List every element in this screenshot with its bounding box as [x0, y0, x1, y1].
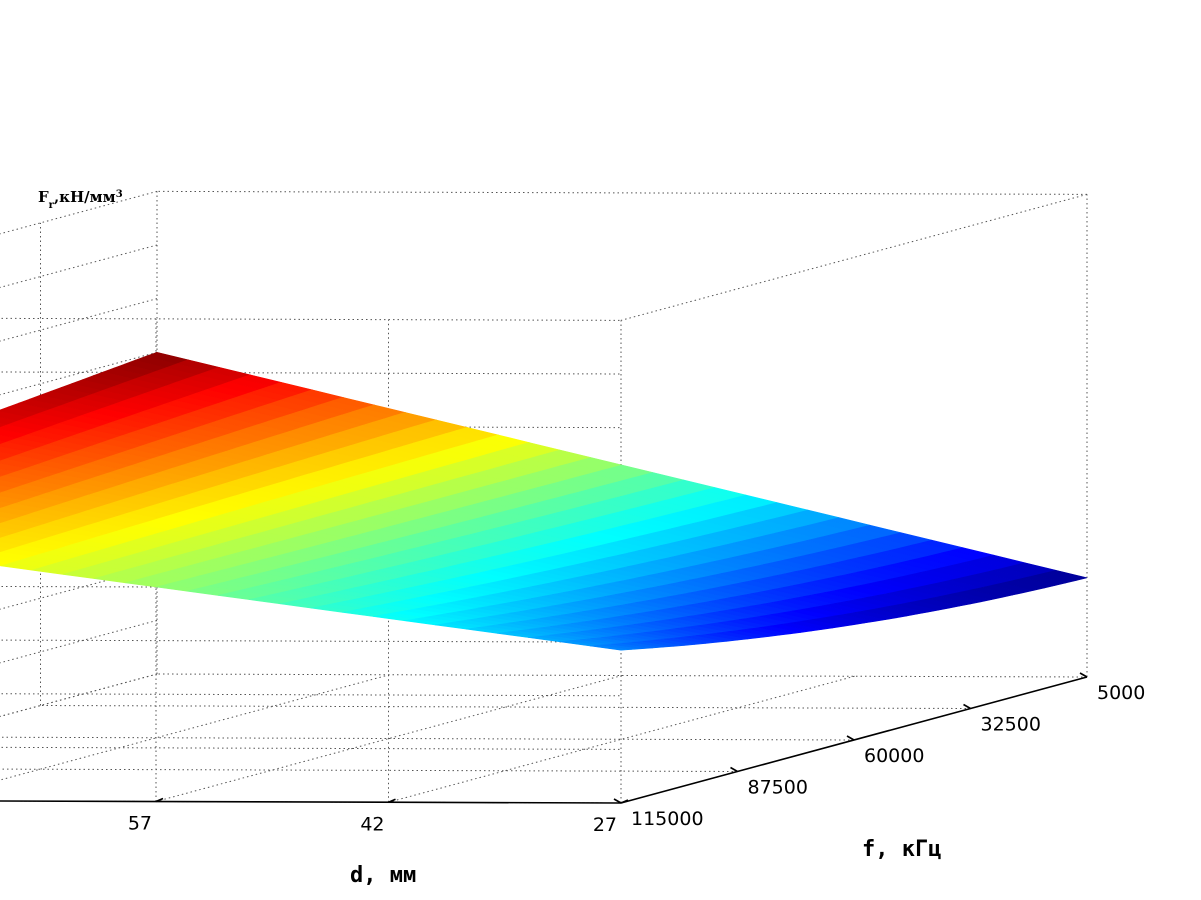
grid-line: [40, 705, 971, 709]
f-tick-label: 60000: [864, 745, 924, 767]
grid-line: [0, 768, 738, 772]
axes: 0100200300400500600700800877257422750003…: [0, 672, 1145, 836]
grid-line: [0, 190, 158, 235]
f-tick: [846, 735, 855, 741]
d-tick-label: 57: [128, 813, 152, 835]
grid-line: [156, 190, 1088, 195]
d-tick-label: 27: [593, 814, 617, 836]
grid-line: [0, 639, 622, 643]
grid-line: [0, 673, 158, 717]
f-tick: [613, 798, 622, 804]
grid-line: [620, 193, 1088, 321]
grid-line: [0, 736, 855, 741]
grid-line: [156, 673, 1088, 678]
surface-patch: [1045, 569, 1088, 581]
grid-line: [0, 746, 622, 750]
f-tick: [963, 703, 971, 710]
d-axis-line: [0, 800, 622, 804]
grid-line: [0, 673, 158, 717]
f-tick-label: 87500: [748, 777, 808, 799]
d-axis-label: d, мм: [350, 863, 416, 888]
f-tick-label: 115000: [631, 808, 704, 830]
grid-line: [0, 619, 158, 664]
grid-line: [0, 693, 622, 697]
grid-line: [0, 317, 622, 321]
f-tick-label: 32500: [981, 714, 1041, 736]
d-tick: [620, 799, 629, 804]
f-tick: [1079, 672, 1088, 678]
labels: Fr,кН/мм3 f, кГц d, мм: [38, 188, 941, 888]
grid-line: [0, 371, 622, 375]
d-tick: [155, 797, 164, 803]
grid-line: [0, 566, 158, 610]
z-axis-label: Fr,кН/мм3: [38, 188, 123, 211]
grid-line: [0, 674, 390, 781]
f-tick-label: 5000: [1097, 682, 1145, 704]
d-tick-label: 42: [360, 813, 384, 835]
grid-line: [0, 244, 158, 288]
f-tick: [730, 766, 738, 773]
f-axis-label: f, кГц: [862, 837, 941, 862]
surface: [0, 351, 1088, 651]
d-tick: [388, 798, 396, 803]
